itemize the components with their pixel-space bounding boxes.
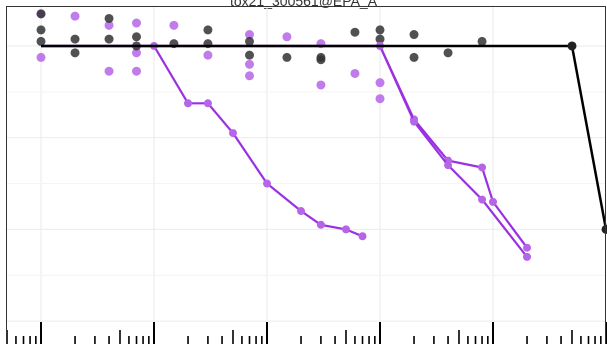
fitted-curve: [41, 46, 527, 248]
data-point-dark: [350, 28, 359, 37]
fitted-curve: [41, 46, 363, 236]
x-axis-ticks: [7, 322, 606, 344]
data-point-purple: [37, 53, 46, 62]
data-point-dark: [376, 25, 385, 34]
data-point-purple: [132, 67, 141, 76]
data-point-purple: [71, 12, 80, 21]
data-point-dark: [282, 53, 291, 62]
data-point-dark: [245, 37, 254, 46]
data-point-purple: [105, 67, 114, 76]
curve-point: [478, 196, 486, 204]
data-point-dark: [245, 51, 254, 60]
data-point-dark: [444, 48, 453, 57]
data-point-purple: [203, 51, 212, 60]
data-point-dark: [316, 53, 325, 62]
curve-point: [444, 161, 452, 169]
curve-point: [410, 118, 418, 126]
data-point-dark: [105, 35, 114, 44]
data-point-dark: [71, 35, 80, 44]
fitted-curves: [41, 42, 531, 261]
data-point-dark: [203, 25, 212, 34]
reference-point: [602, 225, 607, 234]
curve-point: [204, 99, 212, 107]
curve-point: [263, 180, 271, 188]
plot-border: [7, 7, 606, 344]
data-point-purple: [245, 60, 254, 69]
data-point-dark: [410, 30, 419, 39]
data-point-dark: [478, 37, 487, 46]
scatter-points: [37, 0, 487, 103]
data-point-dark: [71, 48, 80, 57]
reference-point: [567, 41, 576, 50]
curve-point: [359, 232, 367, 240]
data-point-dark: [37, 37, 46, 46]
data-point-purple: [376, 78, 385, 87]
curve-point: [342, 225, 350, 233]
data-point-purple: [245, 71, 254, 80]
data-point-purple: [169, 21, 178, 30]
curve-point: [317, 221, 325, 229]
curve-point: [489, 198, 497, 206]
data-point-purple: [132, 19, 141, 28]
grid-lines: [7, 7, 606, 344]
data-point-purple: [282, 32, 291, 41]
curve-point: [229, 129, 237, 137]
curve-point: [184, 99, 192, 107]
data-point-dark: [37, 25, 46, 34]
data-point-purple: [316, 80, 325, 89]
curve-point: [297, 207, 305, 215]
curve-point: [523, 244, 531, 252]
data-point-purple: [376, 94, 385, 103]
data-point-dark: [132, 32, 141, 41]
data-point-dark: [410, 53, 419, 62]
data-point-dark: [105, 14, 114, 23]
curve-point: [478, 163, 486, 171]
data-point-dark: [37, 9, 46, 18]
data-point-purple: [350, 69, 359, 78]
fitted-curve: [41, 46, 527, 257]
curve-point: [523, 253, 531, 261]
